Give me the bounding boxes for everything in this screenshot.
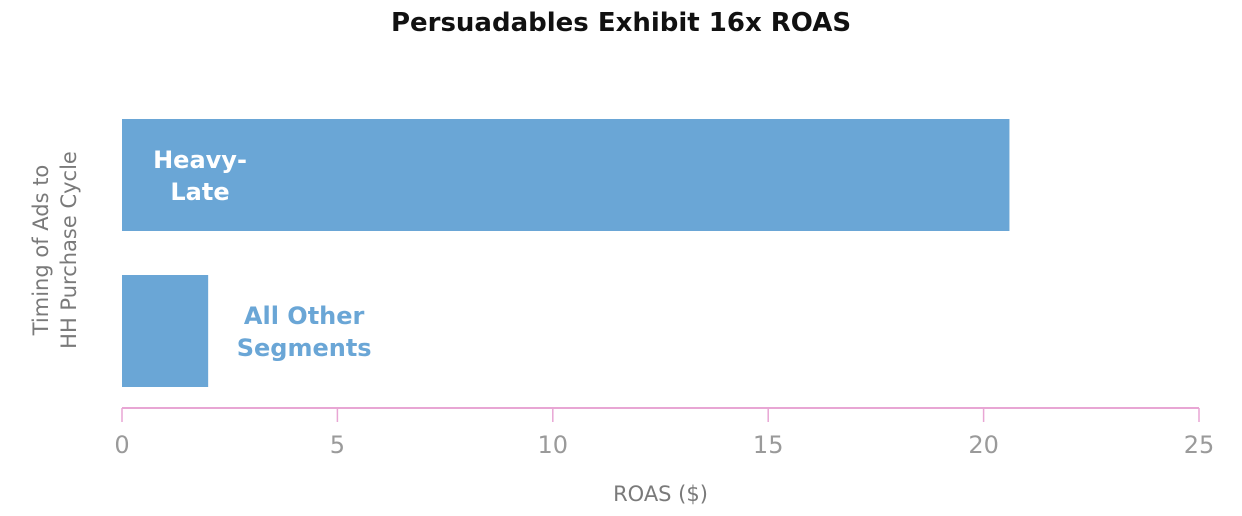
y-axis-title-line-1: HH Purchase Cycle xyxy=(57,151,81,349)
x-tick-labels: 0 5 10 15 20 25 xyxy=(114,431,1214,459)
bar-label-1-line-0: All Other xyxy=(244,302,365,330)
x-tick-label-5: 25 xyxy=(1184,431,1215,459)
bar-1 xyxy=(122,275,209,387)
bars-layer xyxy=(122,119,1010,387)
x-tick-label-1: 5 xyxy=(330,431,345,459)
x-tick-label-2: 10 xyxy=(538,431,569,459)
bar-labels-layer: Heavy- Late All Other Segments xyxy=(153,146,372,362)
x-tick-label-4: 20 xyxy=(968,431,999,459)
x-axis xyxy=(121,407,1200,422)
x-axis-title: ROAS ($) xyxy=(613,482,708,506)
chart-title: Persuadables Exhibit 16x ROAS xyxy=(390,8,852,38)
bar-label-0-line-1: Late xyxy=(170,178,229,206)
bar-label-1-line-1: Segments xyxy=(237,334,372,362)
y-axis-title-line-0: Timing of Ads to xyxy=(29,165,53,337)
x-tick-label-0: 0 xyxy=(114,431,129,459)
bar-label-0-line-0: Heavy- xyxy=(153,146,247,174)
bar-0 xyxy=(122,119,1010,231)
y-axis-title: Timing of Ads to HH Purchase Cycle xyxy=(29,151,81,349)
x-tick-label-3: 15 xyxy=(753,431,784,459)
